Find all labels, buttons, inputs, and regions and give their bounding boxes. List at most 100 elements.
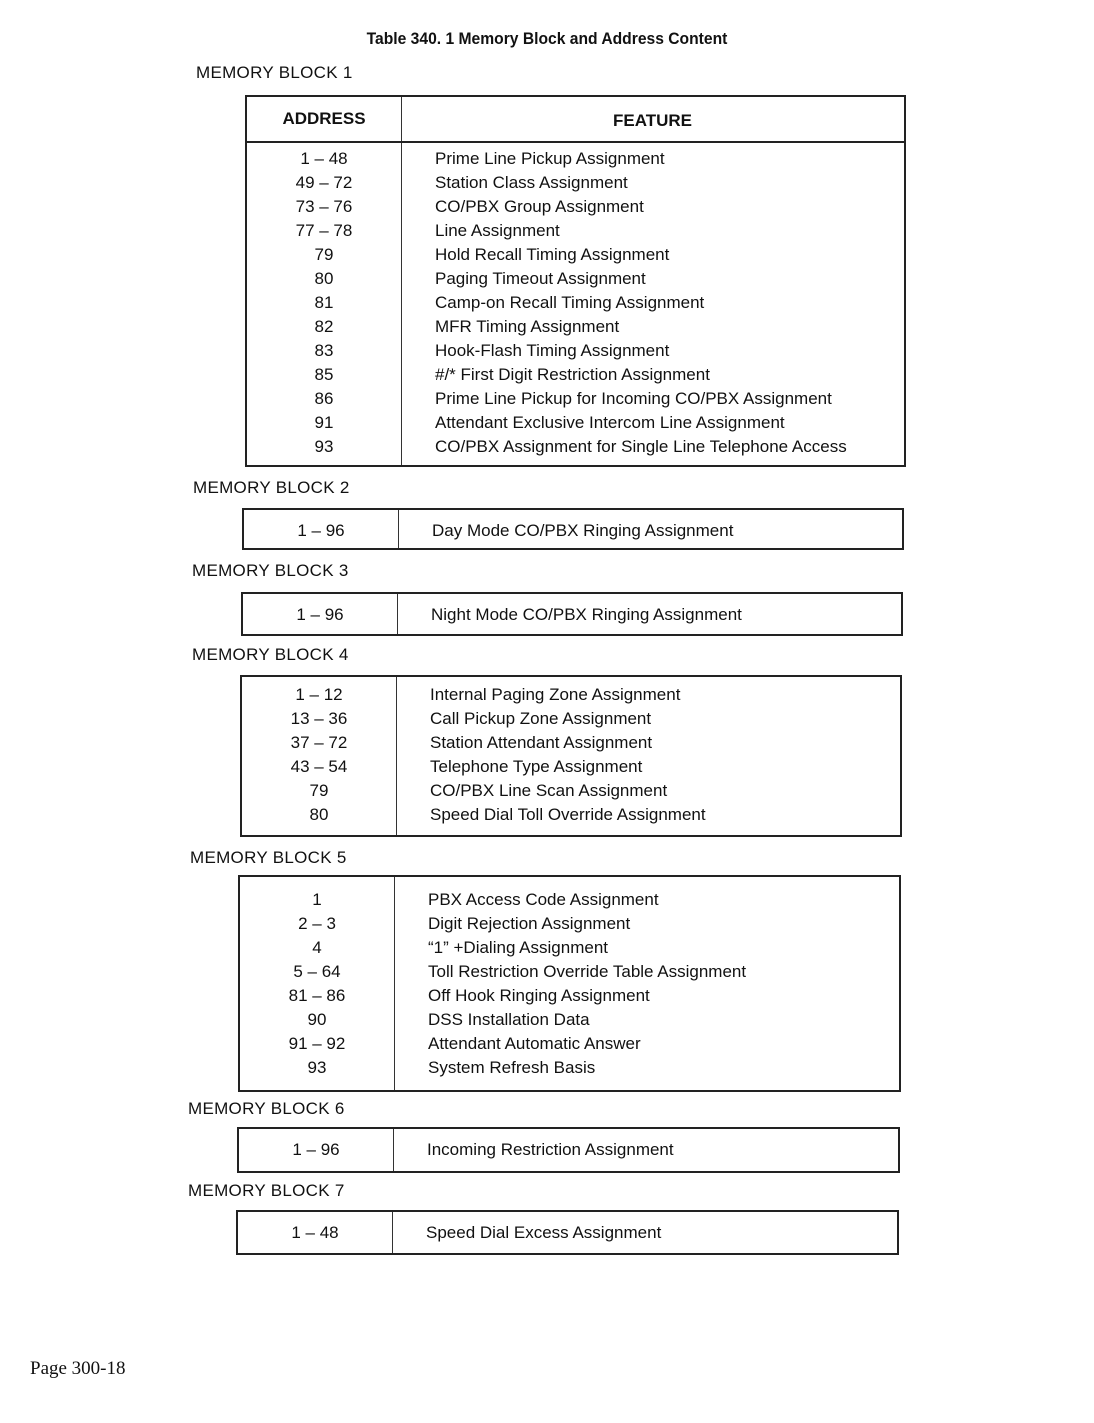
memory-block-table: ADDRESS FEATURE 1 – 48 Prime Line Pickup As… [245,95,906,467]
feature-cell: Speed Dial Excess Assignment [426,1223,662,1242]
address-column-divider [239,1129,394,1171]
memory-block-table: 1 – 96 Incoming Restriction Assignment [237,1127,900,1173]
memory-block-label: MEMORY BLOCK 3 [192,561,349,580]
address-cell: 4 [312,938,322,957]
table-row: 81 – 86 Off Hook Ringing Assignment [240,984,899,1008]
feature-cell: #/* First Digit Restriction Assignment [435,365,710,384]
page-number: Page 300-18 [30,1358,126,1379]
table-row: 5 – 64 Toll Restriction Override Table As… [240,960,899,984]
memory-block-label: MEMORY BLOCK 1 [196,63,353,82]
address-cell: 1 – 48 [300,149,348,168]
address-cell: 80 [309,805,329,824]
table-row: 90 DSS Installation Data [240,1008,899,1032]
feature-cell: Attendant Exclusive Intercom Line Assign… [435,413,785,432]
address-cell: 49 – 72 [295,173,353,192]
address-cell: 91 – 92 [288,1034,346,1053]
address-cell: 85 [314,365,334,384]
table-title: Table 340. 1 Memory Block and Address Co… [366,29,728,48]
address-cell: 83 [314,341,334,360]
memory-block-table: 1 – 12 Internal Paging Zone Assignment 13 … [240,675,902,837]
address-cell: 91 [314,413,334,432]
address-cell: 13 – 36 [290,709,348,728]
table-rows: 1 – 12 Internal Paging Zone Assignment 13 … [242,683,900,827]
feature-cell: Digit Rejection Assignment [428,914,631,933]
address-cell: 2 – 3 [298,914,336,933]
feature-cell: Prime Line Pickup Assignment [435,149,665,168]
table-row: 1 – 96 Day Mode CO/PBX Ringing Assignment [244,519,902,543]
feature-cell: Attendant Automatic Answer [428,1034,641,1053]
table-rows: 1 PBX Access Code Assignment 2 – 3 Digit Re… [240,888,899,1080]
address-cell: 1 – 96 [292,1140,340,1159]
table-row: 91 – 92 Attendant Automatic Answer [240,1032,899,1056]
feature-cell: Station Class Assignment [435,173,628,192]
address-cell: 81 – 86 [288,986,346,1005]
address-column-divider [240,877,395,1090]
address-cell: 1 [312,890,322,909]
table-row: 93 CO/PBX Assignment for Single Line Tele… [247,435,904,459]
table-row: 4 “1” +Dialing Assignment [240,936,899,960]
address-column-divider [238,1212,393,1253]
table-row: 13 – 36 Call Pickup Zone Assignment [242,707,900,731]
feature-cell: Incoming Restriction Assignment [427,1140,674,1159]
feature-cell: Telephone Type Assignment [430,757,643,776]
feature-cell: CO/PBX Line Scan Assignment [430,781,668,800]
address-cell: 37 – 72 [290,733,348,752]
feature-header: FEATURE [612,111,692,130]
address-header: ADDRESS [282,109,366,128]
table-row: 43 – 54 Telephone Type Assignment [242,755,900,779]
address-cell: 80 [314,269,334,288]
table-row: 81 Camp-on Recall Timing Assignment [247,291,904,315]
memory-block-label: MEMORY BLOCK 7 [188,1181,345,1200]
memory-block-table: 1 PBX Access Code Assignment 2 – 3 Digit Re… [238,875,901,1092]
address-cell: 5 – 64 [293,962,341,981]
table-row: 79 CO/PBX Line Scan Assignment [242,779,900,803]
address-cell: 73 – 76 [295,197,353,216]
address-cell: 93 [314,437,334,456]
memory-block-label: MEMORY BLOCK 6 [188,1099,345,1118]
feature-cell: CO/PBX Assignment for Single Line Teleph… [435,437,847,456]
address-cell: 86 [314,389,334,408]
address-column-divider [243,594,398,634]
feature-cell: Prime Line Pickup for Incoming CO/PBX As… [435,389,832,408]
address-cell: 1 – 48 [291,1223,339,1242]
feature-cell: System Refresh Basis [428,1058,596,1077]
table-row: 86 Prime Line Pickup for Incoming CO/PBX … [247,387,904,411]
table-row: 1 – 96 Incoming Restriction Assignment [239,1138,898,1162]
feature-cell: Speed Dial Toll Override Assignment [430,805,706,824]
feature-cell: Hold Recall Timing Assignment [435,245,670,264]
memory-block-table: 1 – 96 Night Mode CO/PBX Ringing Assignme… [241,592,903,636]
table-row: 1 – 48 Prime Line Pickup Assignment [247,147,904,171]
table-row: 2 – 3 Digit Rejection Assignment [240,912,899,936]
feature-cell: CO/PBX Group Assignment [435,197,644,216]
address-cell: 93 [307,1058,327,1077]
address-column-divider [247,97,402,465]
feature-cell: Station Attendant Assignment [430,733,653,752]
table-row: 73 – 76 CO/PBX Group Assignment [247,195,904,219]
memory-block-label: MEMORY BLOCK 4 [192,645,349,664]
address-column-divider [244,510,399,548]
table-row: 85 #/* First Digit Restriction Assignment [247,363,904,387]
memory-block-table: 1 – 96 Day Mode CO/PBX Ringing Assignment [242,508,904,550]
address-cell: 81 [314,293,334,312]
address-cell: 1 – 96 [297,521,345,540]
table-rows: 1 – 96 Day Mode CO/PBX Ringing Assignment [244,519,902,543]
address-column-divider [242,677,397,835]
table-row: 80 Paging Timeout Assignment [247,267,904,291]
feature-cell: Line Assignment [435,221,560,240]
table-row: 83 Hook-Flash Timing Assignment [247,339,904,363]
table-row: 93 System Refresh Basis [240,1056,899,1080]
feature-cell: “1” +Dialing Assignment [428,938,609,957]
table-row: 49 – 72 Station Class Assignment [247,171,904,195]
table-rows: 1 – 48 Speed Dial Excess Assignment [238,1221,897,1245]
table-row: 82 MFR Timing Assignment [247,315,904,339]
table-row: 77 – 78 Line Assignment [247,219,904,243]
address-cell: 79 [309,781,329,800]
table-row: 91 Attendant Exclusive Intercom Line Assi… [247,411,904,435]
feature-cell: Toll Restriction Override Table Assignme… [428,962,747,981]
table-rows: 1 – 96 Incoming Restriction Assignment [239,1138,898,1162]
feature-cell: Day Mode CO/PBX Ringing Assignment [432,521,734,540]
table-row: 1 – 96 Night Mode CO/PBX Ringing Assignme… [243,603,901,627]
address-cell: 77 – 78 [295,221,353,240]
feature-cell: Off Hook Ringing Assignment [428,986,650,1005]
